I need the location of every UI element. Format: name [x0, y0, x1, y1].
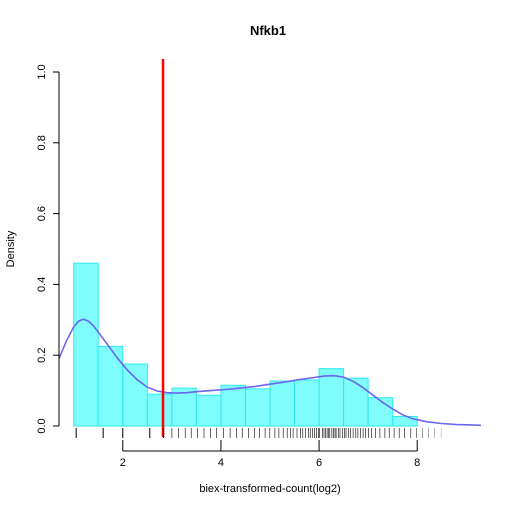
histogram-bar: [98, 346, 123, 426]
histogram-bar: [368, 398, 393, 426]
histogram-bar: [196, 395, 221, 426]
x-tick-label: 6: [316, 457, 322, 469]
histogram-bar: [147, 394, 172, 426]
y-tick-label: 0.8: [36, 135, 48, 150]
y-tick-label: 0.4: [36, 277, 48, 292]
y-axis: 0.0 0.2 0.4 0.6 0.8 1.0: [36, 64, 59, 433]
y-tick-label: 0.6: [36, 206, 48, 221]
x-tick-label: 8: [414, 457, 420, 469]
histogram-bar: [245, 389, 270, 426]
histogram-bar: [270, 381, 295, 426]
histogram-bar: [221, 385, 246, 426]
x-tick-label: 4: [218, 457, 224, 469]
x-tick-label: 2: [120, 457, 126, 469]
chart-title: Nfkb1: [250, 23, 286, 38]
y-tick-label: 0.2: [36, 348, 48, 363]
x-axis: 2 4 6 8: [120, 440, 421, 469]
y-axis-label: Density: [5, 230, 17, 267]
rug-layer: [76, 428, 441, 438]
histogram-bar: [74, 263, 99, 426]
histogram-bar: [393, 416, 418, 426]
histogram-bar: [344, 378, 369, 426]
histogram-bar: [295, 380, 320, 426]
histogram-bars: [74, 263, 417, 426]
y-tick-label: 0.0: [36, 418, 48, 433]
y-tick-label: 1.0: [36, 64, 48, 79]
x-axis-label: biex-transformed-count(log2): [199, 483, 340, 495]
histogram-bar: [123, 364, 148, 426]
